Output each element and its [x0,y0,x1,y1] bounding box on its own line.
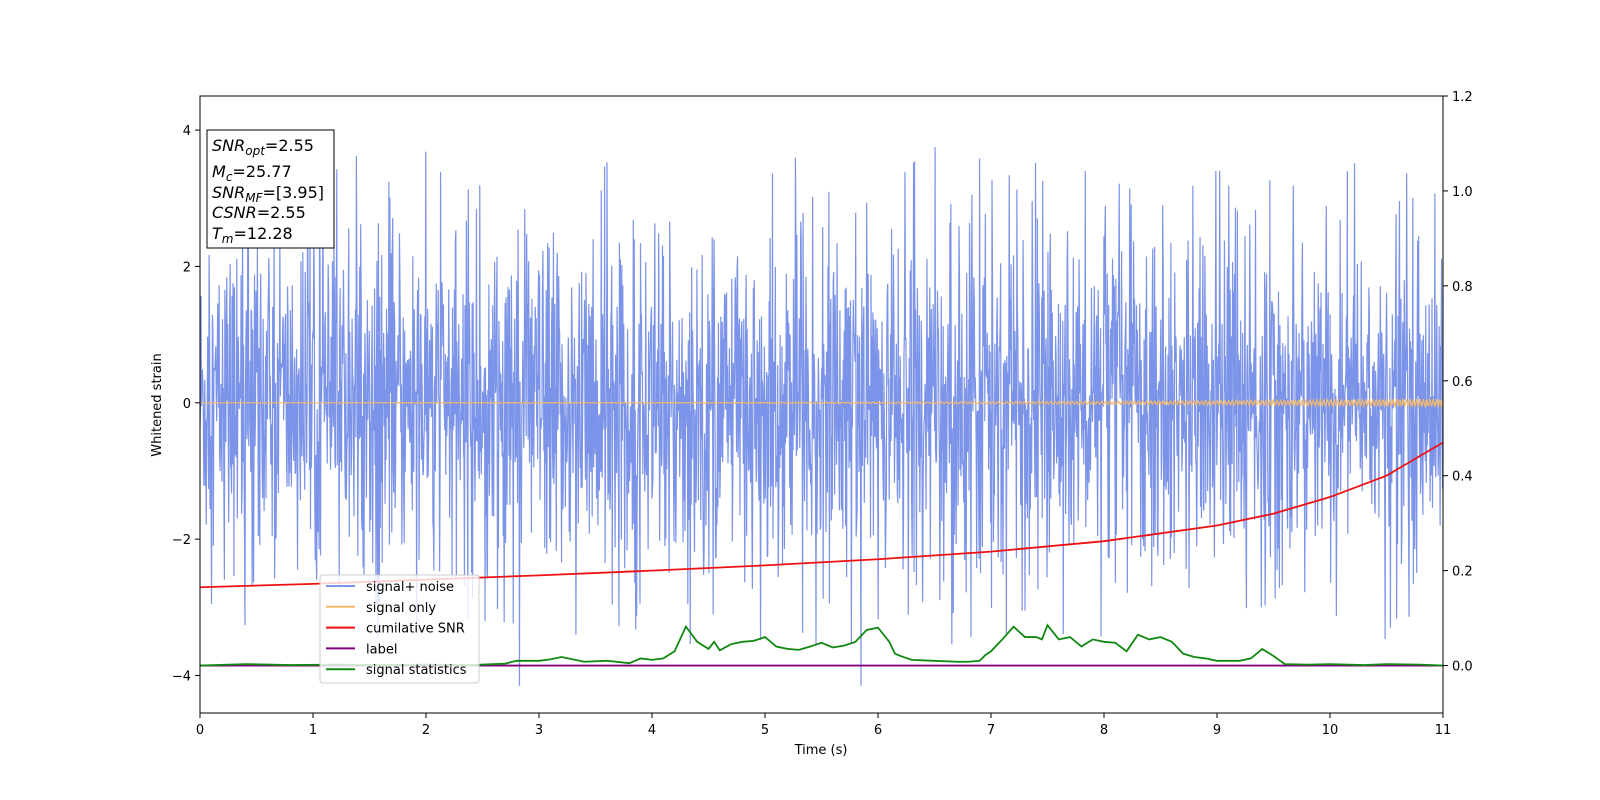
y-axis-left: −4 −2 0 2 4 [172,124,200,685]
x-tick-label: 0 [196,723,204,738]
y-tick-label: 0 [183,397,191,412]
x-axis-label: Time (s) [794,743,848,758]
y-tick-label: 2 [183,260,191,275]
legend-frame [319,574,480,684]
series-signal-noise-line [200,147,1443,686]
annotation-line: CSNR=2.55 [212,203,306,222]
annotation-box-frame [206,129,335,249]
y2-tick-label: 0.8 [1452,280,1473,295]
x-tick-label: 3 [535,723,543,738]
x-tick-label: 10 [1322,723,1339,738]
series-signal-only-line [200,397,1443,409]
y2-tick-label: 0.4 [1452,470,1473,485]
x-tick-label: 2 [422,723,430,738]
y2-tick-label: 0.2 [1452,565,1473,580]
annotation-line: Mc=25.77 [212,162,292,184]
plot-frame [199,95,1444,714]
y2-tick-label: 0.6 [1452,375,1473,390]
y2-tick-label: 0.0 [1452,660,1473,675]
x-tick-label: 4 [648,723,656,738]
x-tick-label: 6 [874,723,882,738]
series-signal-statistics-line [200,623,1443,667]
y-tick-label: 4 [183,124,191,139]
annotation-line: SNRMF=[3.95] [212,183,324,205]
x-tick-label: 11 [1435,723,1452,738]
y-axis-label: Whitened strain [150,353,165,456]
legend-label: signal only [366,601,436,616]
legend-label: signal+ noise [366,580,454,595]
legend: signal+ noise signal only cumilative SNR la… [319,574,480,684]
x-tick-label: 1 [309,723,317,738]
annotation-line: Tm=12.28 [212,224,293,246]
x-tick-label: 5 [761,723,769,738]
x-tick-label: 7 [987,723,995,738]
x-tick-label: 9 [1213,723,1221,738]
x-tick-label: 8 [1100,723,1108,738]
y-axis-right: 0.0 0.2 0.4 0.6 0.8 1.0 1.2 [1443,90,1473,675]
y-tick-label: −4 [172,670,191,685]
legend-label: cumilative SNR [366,622,465,637]
x-axis: 0 1 2 3 4 5 6 7 8 9 10 11 [196,713,1451,738]
parameter-annotation-box: SNRopt=2.55 Mc=25.77SNRMF=[3.95]CSNR=2.55… [206,129,335,249]
y2-tick-label: 1.2 [1452,90,1473,105]
annotation-line: SNRopt=2.55 [212,136,314,158]
legend-label: signal statistics [366,663,467,678]
y2-tick-label: 1.0 [1452,185,1473,200]
y-tick-label: −2 [172,533,191,548]
legend-label: label [366,642,397,657]
